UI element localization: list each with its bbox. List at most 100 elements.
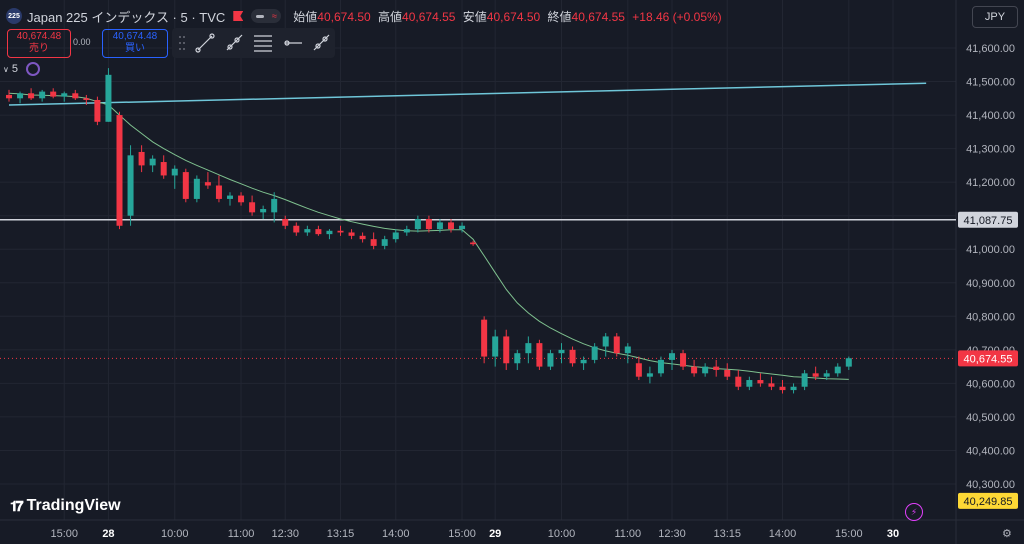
y-tick-label: 40,500.00 [966, 412, 1015, 424]
y-tick-label: 41,300.00 [966, 144, 1015, 156]
fib-lines-icon[interactable] [254, 35, 272, 52]
candle [260, 205, 267, 220]
dots-grip-icon[interactable] [179, 36, 185, 50]
candle-body [613, 336, 620, 354]
candle-body [193, 178, 200, 199]
flag-icon[interactable] [233, 11, 244, 21]
x-tick-label: 28 [102, 528, 114, 540]
indicator-gear-icon[interactable] [25, 62, 40, 76]
candle [28, 88, 35, 100]
candle [326, 229, 333, 240]
price-axis[interactable]: 41,600.00 41,500.00 41,400.00 41,300.00 41,2… [966, 43, 1015, 491]
trend-line[interactable] [8, 82, 927, 106]
trend-line-segment [8, 82, 927, 106]
buy-button[interactable]: 40,674.48 買い [102, 29, 168, 58]
trend-line-icon[interactable] [195, 33, 215, 53]
candle [812, 366, 819, 381]
candle [779, 380, 786, 394]
candle [337, 225, 344, 236]
candle [558, 343, 565, 364]
candle-body [304, 229, 311, 233]
candle-body [127, 155, 134, 216]
candle [238, 192, 245, 206]
y-tick-label: 40,600.00 [966, 378, 1015, 390]
candle-body [6, 94, 12, 99]
candle-body [227, 195, 233, 199]
interval-chevron-icon[interactable]: ∨ [3, 64, 9, 74]
candle [414, 215, 421, 233]
candle-body [61, 93, 68, 97]
candle-body [525, 343, 532, 354]
y-tick-label: 41,400.00 [966, 110, 1015, 122]
candle-body [669, 353, 675, 360]
candle-body [503, 336, 510, 364]
candle-body [713, 366, 720, 370]
candle [227, 192, 233, 206]
candle [536, 339, 543, 370]
candle [459, 222, 466, 233]
ohlc-values: 始値40,674.50 高値40,674.55 安値40,674.50 終値40… [289, 8, 721, 25]
interval-selector[interactable]: ∨ 5 [3, 62, 40, 76]
price-label-text: 40,674.55 [964, 353, 1013, 365]
candle-body [768, 383, 775, 387]
candle [602, 333, 609, 357]
candle-body [691, 366, 698, 374]
x-tick-label: 12:30 [271, 528, 299, 540]
candle-body [105, 74, 112, 122]
horizontal-ray-icon[interactable] [284, 40, 302, 46]
candle [293, 222, 300, 236]
candle-body [149, 158, 156, 166]
candle [669, 349, 675, 370]
candle-body [680, 353, 687, 367]
candle-body [94, 99, 101, 122]
candle [713, 359, 720, 377]
candle [105, 68, 112, 122]
candle [657, 356, 664, 377]
candle [127, 145, 134, 226]
candle [503, 329, 510, 370]
candle-body [459, 225, 466, 230]
tradingview-logo[interactable]: 𝟏𝟕 TradingView [10, 497, 121, 515]
candle-body [724, 369, 731, 377]
candle-body [348, 232, 355, 236]
candle [315, 225, 322, 236]
candle-body [293, 225, 300, 233]
candle [448, 219, 454, 233]
candle-body [547, 353, 554, 367]
candle [470, 240, 477, 246]
settings-gear-icon[interactable]: ⚙ [1002, 528, 1012, 540]
x-tick-label: 11:00 [228, 528, 255, 540]
y-tick-label: 41,500.00 [966, 77, 1015, 89]
legend-header: 225 Japan 225 インデックス · 5 · TVC ≈ 始値40,67… [0, 0, 722, 32]
extended-line-icon[interactable] [313, 34, 330, 51]
x-tick-label: 13:15 [327, 528, 355, 540]
x-tick-label: 14:00 [769, 528, 797, 540]
candle-body [591, 346, 598, 360]
candle [635, 356, 642, 381]
candle [6, 89, 12, 102]
bolt-icon[interactable]: ⚡ [905, 503, 923, 521]
candle-body [834, 366, 841, 374]
ray-icon[interactable] [226, 34, 243, 51]
x-tick-label: 14:00 [382, 528, 410, 540]
time-axis[interactable]: 15:00 28 10:00 11:00 12:30 13:15 14:00 15:00 29 1… [50, 528, 899, 540]
candle-body [845, 358, 852, 367]
price-label: 40,674.55 [958, 350, 1018, 367]
x-tick-label: 10:00 [548, 528, 576, 540]
sell-button[interactable]: 40,674.48 売り [7, 29, 71, 58]
change-value: +18.46 (+0.05%) [632, 9, 722, 24]
candle [834, 363, 841, 377]
candle-body [83, 98, 90, 100]
candle-body [569, 349, 576, 364]
x-tick-label: 10:00 [161, 528, 189, 540]
drawing-toolbar [172, 28, 335, 58]
symbol-title[interactable]: Japan 225 インデックス · 5 · TVC [27, 9, 226, 25]
candle-body [204, 182, 211, 186]
toggle-pill-icon[interactable]: ≈ [251, 9, 282, 23]
currency-button[interactable]: JPY [972, 6, 1018, 28]
y-tick-label: 41,000.00 [966, 244, 1015, 256]
candle [691, 359, 698, 377]
close-value: 40,674.55 [571, 9, 625, 24]
candle-body [238, 195, 245, 203]
